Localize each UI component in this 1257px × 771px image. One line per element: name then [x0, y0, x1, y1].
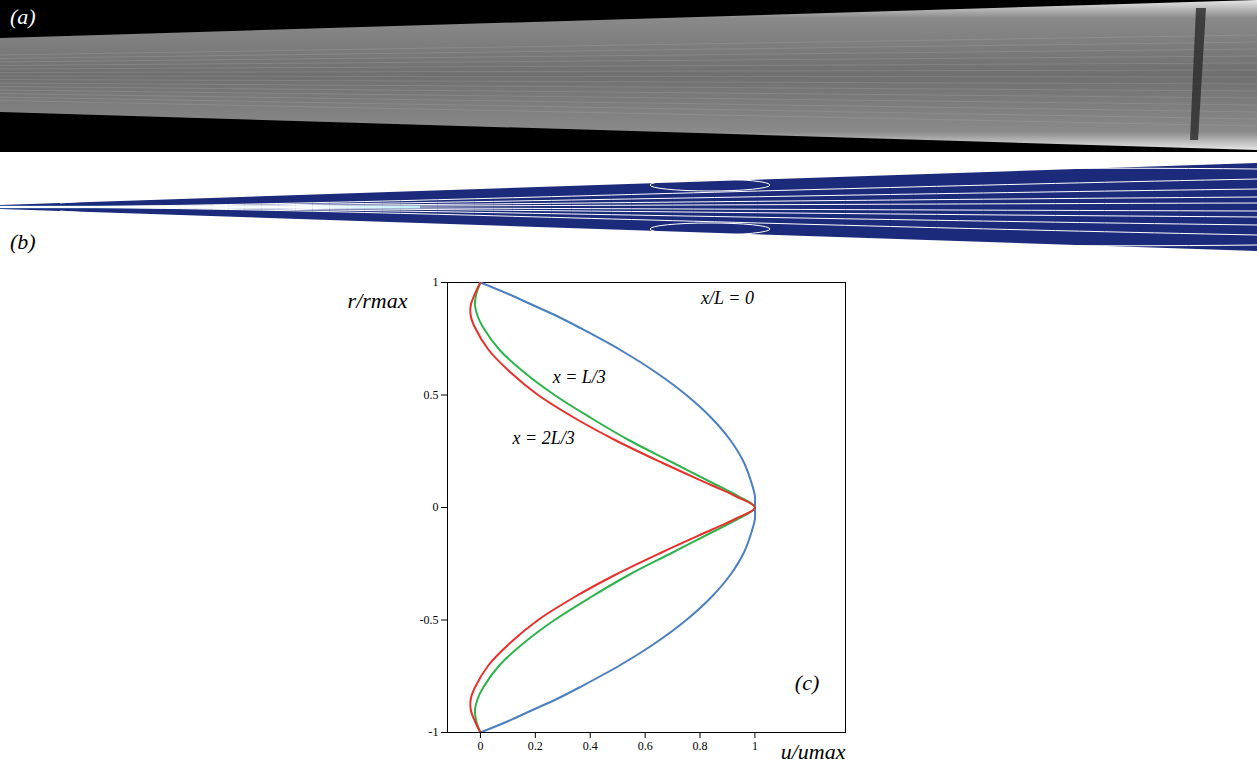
svg-text:1: 1 — [433, 275, 439, 289]
svg-text:-0.5: -0.5 — [420, 613, 439, 627]
svg-text:(c): (c) — [795, 670, 819, 695]
svg-text:(b): (b) — [10, 229, 36, 254]
svg-text:0.8: 0.8 — [693, 739, 708, 753]
svg-text:0.2: 0.2 — [528, 739, 543, 753]
svg-text:0: 0 — [433, 500, 439, 514]
svg-text:r/rmax: r/rmax — [348, 288, 408, 313]
svg-text:x/L = 0: x/L = 0 — [700, 288, 754, 308]
svg-text:x = L/3: x = L/3 — [552, 367, 606, 387]
svg-text:0: 0 — [477, 739, 483, 753]
svg-text:-1: -1 — [429, 725, 439, 739]
svg-text:1: 1 — [752, 739, 758, 753]
svg-text:u/umax: u/umax — [781, 739, 846, 764]
svg-text:0.5: 0.5 — [424, 388, 439, 402]
svg-text:0.6: 0.6 — [638, 739, 653, 753]
svg-text:x = 2L/3: x = 2L/3 — [511, 428, 574, 448]
svg-text:(a): (a) — [10, 4, 36, 29]
svg-text:0.4: 0.4 — [583, 739, 598, 753]
